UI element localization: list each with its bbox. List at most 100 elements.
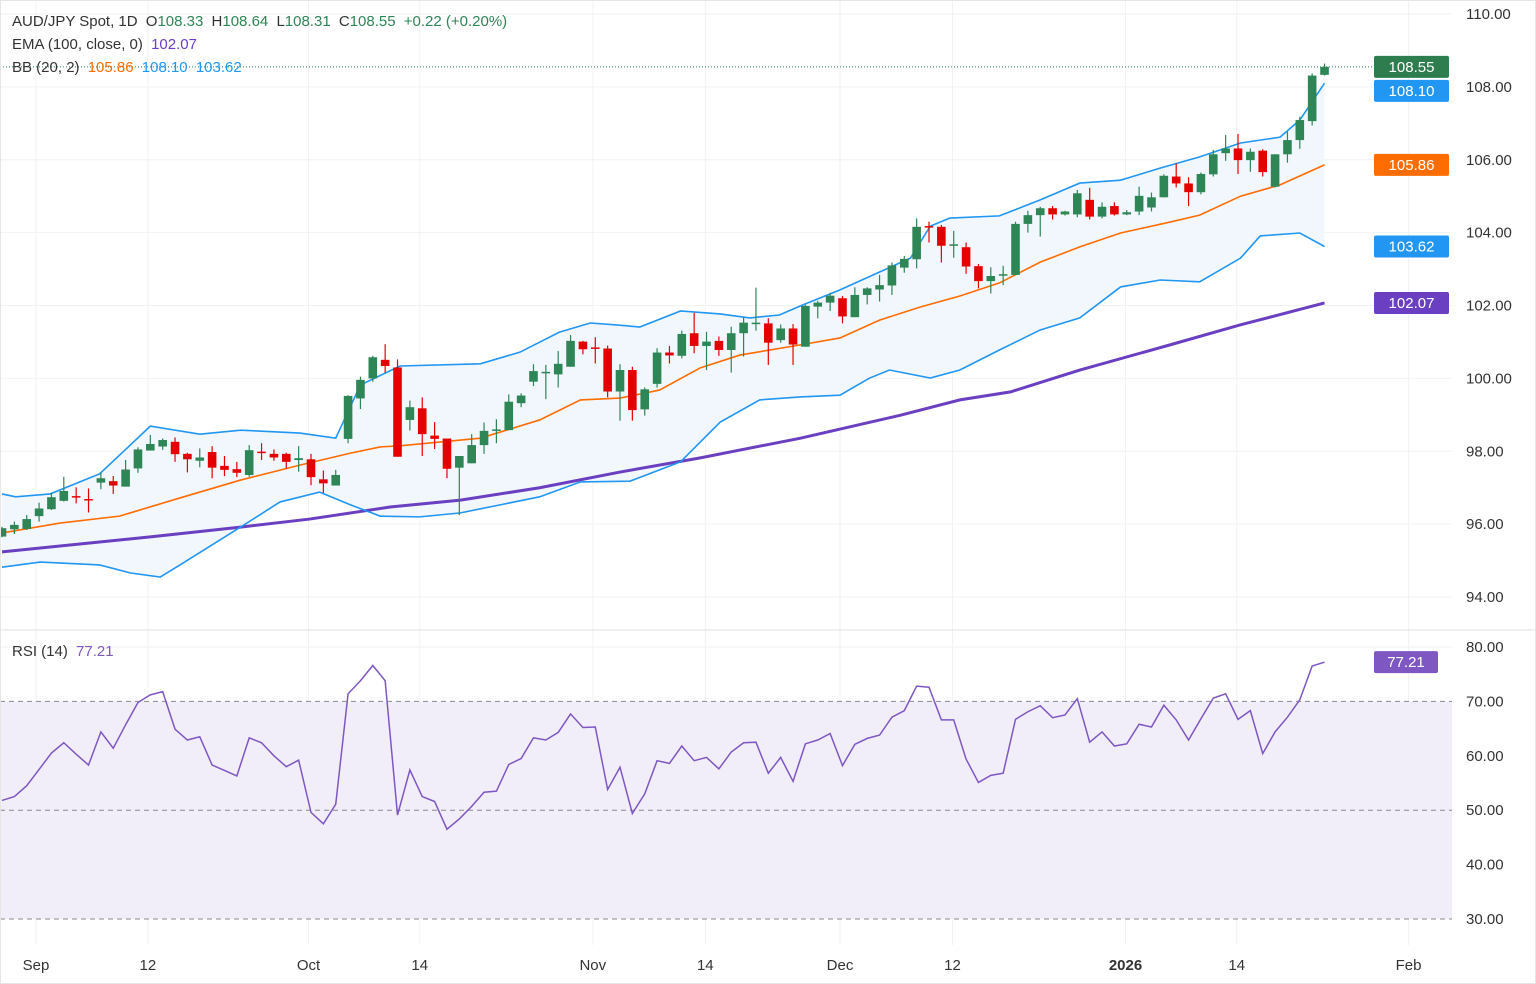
- price-tick-label: 100.00: [1466, 370, 1512, 387]
- candle-up: [0, 526, 7, 538]
- candle-body: [628, 370, 637, 411]
- candle-up: [825, 292, 835, 311]
- candle-body: [578, 341, 588, 350]
- candle-down: [183, 452, 192, 473]
- candle-body: [158, 439, 167, 447]
- candle-body: [689, 333, 699, 346]
- candle-up: [529, 364, 538, 387]
- candle-down: [108, 476, 118, 494]
- candle-body: [34, 508, 44, 517]
- bb-upper-line: [1, 82, 1326, 498]
- ema-legend-label: EMA (100, close, 0): [12, 36, 143, 53]
- price-tick-label: 104.00: [1466, 225, 1512, 242]
- candle-body: [71, 496, 81, 498]
- candle-up: [479, 422, 489, 454]
- rsi-legend-label: RSI (14): [12, 643, 68, 660]
- candle-down: [1258, 149, 1268, 177]
- rsi-tick-label: 30.00: [1466, 911, 1504, 928]
- candle-down: [665, 345, 674, 364]
- candle-up: [1246, 148, 1255, 172]
- candle-body: [183, 453, 192, 460]
- time-tick-label: 2026: [1109, 957, 1142, 974]
- candle-body: [442, 438, 452, 469]
- candle-up: [331, 469, 341, 486]
- candle-down: [442, 438, 452, 479]
- rsi-legend[interactable]: RSI (14) 77.21: [12, 643, 118, 661]
- candle-down: [628, 366, 637, 421]
- candle-up: [875, 274, 884, 302]
- candle-body: [937, 226, 946, 246]
- bb-legend[interactable]: BB (20, 2) 105.86 108.10 103.62: [12, 59, 246, 77]
- candle-body: [22, 519, 32, 529]
- low-label: L: [276, 13, 285, 30]
- indicator-lines: [0, 66, 1372, 578]
- candle-body: [170, 441, 180, 455]
- candle-up: [862, 287, 872, 305]
- candle-body: [924, 226, 934, 228]
- candle-body: [751, 322, 761, 325]
- bollinger-band-fill: [2, 83, 1325, 577]
- candle-up: [640, 387, 650, 416]
- candle-body: [912, 226, 921, 260]
- candle-body: [47, 497, 56, 510]
- candle-body: [195, 457, 205, 461]
- rsi-tick-label: 80.00: [1466, 639, 1504, 656]
- candle-up: [1270, 154, 1280, 188]
- candle-body: [986, 276, 996, 282]
- candle-body: [1147, 197, 1156, 208]
- candle-body: [677, 333, 687, 356]
- candle-up: [677, 330, 687, 359]
- candle-body: [541, 371, 551, 374]
- rsi-tick-label: 40.00: [1466, 857, 1504, 874]
- price-tick-label: 108.00: [1466, 79, 1512, 96]
- candle-body: [281, 453, 291, 462]
- price-tick-label: 94.00: [1466, 589, 1504, 606]
- bb-upper-badge-bg: [1374, 79, 1449, 102]
- ema-legend[interactable]: EMA (100, close, 0) 102.07: [12, 36, 201, 54]
- candle-up: [10, 521, 19, 534]
- candle-body: [492, 429, 501, 431]
- candle-up: [343, 395, 353, 444]
- candle-down: [603, 345, 612, 398]
- candle-body: [319, 479, 328, 484]
- ema-legend-value: 102.07: [151, 36, 197, 53]
- candle-down: [924, 221, 934, 243]
- candle-body: [1270, 154, 1280, 187]
- candle-body: [1258, 150, 1268, 173]
- candle-down: [838, 296, 847, 324]
- candle-body: [1122, 212, 1132, 215]
- candle-body: [1233, 148, 1243, 161]
- candle-body: [504, 401, 514, 431]
- candle-body: [553, 363, 563, 375]
- candle-down: [1233, 133, 1243, 174]
- candle-up: [356, 376, 365, 410]
- candle-down: [220, 456, 229, 477]
- candle-body: [467, 445, 476, 464]
- symbol-title[interactable]: AUD/JPY Spot, 1D: [12, 13, 138, 30]
- candle-body: [640, 389, 650, 410]
- candle-down: [788, 324, 798, 365]
- candle-body: [232, 469, 242, 473]
- rsi-tick-label: 70.00: [1466, 693, 1504, 710]
- candle-up: [1035, 206, 1045, 237]
- candle-body: [343, 395, 353, 439]
- candle-down: [590, 337, 600, 364]
- candle-up: [47, 492, 56, 510]
- candle-body: [776, 328, 785, 341]
- rsi-tick-label: 50.00: [1466, 802, 1504, 819]
- candle-body: [108, 481, 118, 486]
- candle-body: [1060, 211, 1070, 215]
- close-label: C: [338, 13, 350, 30]
- candle-up: [1073, 190, 1082, 218]
- close-price-badge: 108.55: [1374, 55, 1449, 78]
- candle-body: [838, 298, 847, 317]
- candle-up: [652, 348, 662, 388]
- ema-line: [1, 301, 1325, 554]
- candle-body: [207, 452, 217, 468]
- candle-body: [1011, 223, 1020, 275]
- candle-body: [455, 456, 464, 468]
- candle-body: [1097, 206, 1107, 217]
- candle-up: [467, 434, 476, 464]
- candle-body: [356, 379, 365, 399]
